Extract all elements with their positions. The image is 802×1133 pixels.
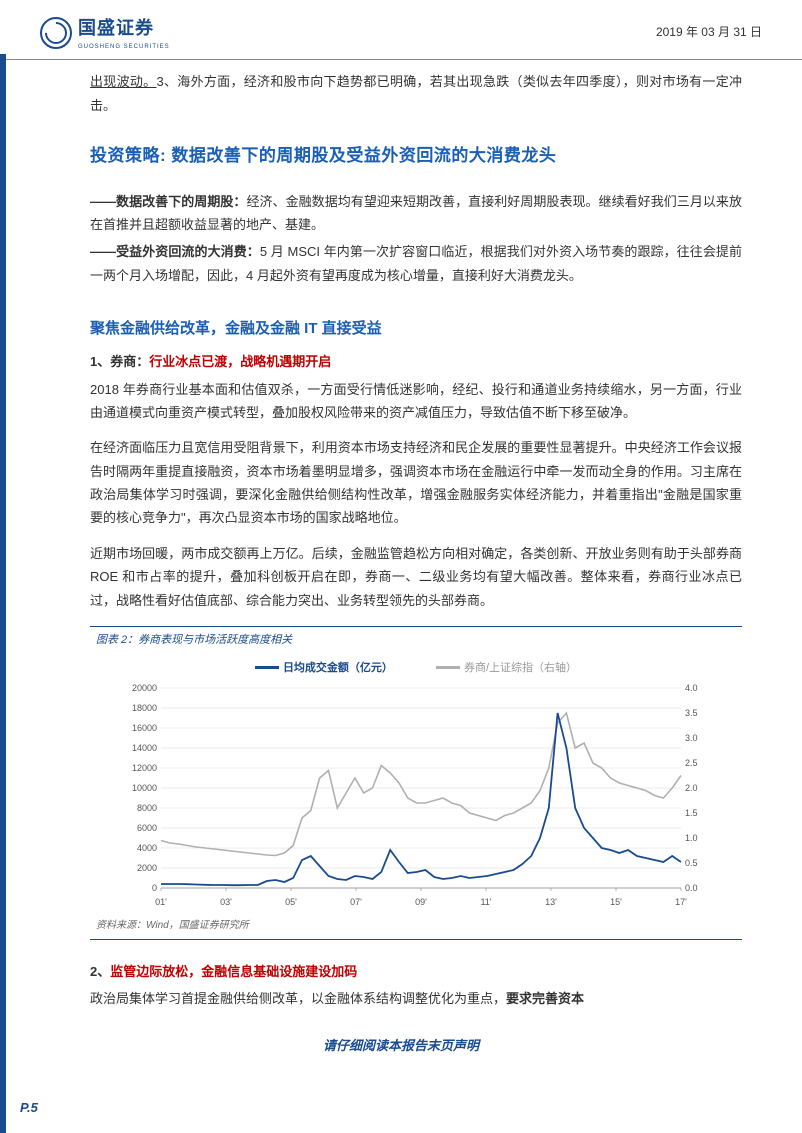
svg-text:2.0: 2.0 — [685, 783, 698, 793]
strategy-para-1: ——数据改善下的周期股：经济、金融数据均有望迎来短期改善，直接利好周期股表现。继… — [90, 190, 742, 237]
svg-text:16000: 16000 — [132, 723, 157, 733]
svg-text:3.0: 3.0 — [685, 733, 698, 743]
legend-label-1: 日均成交金额（亿元） — [283, 662, 393, 674]
strategy-para-2: ——受益外资回流的大消费：5 月 MSCI 年内第一次扩容窗口临近，根据我们对外… — [90, 240, 742, 287]
svg-text:8000: 8000 — [137, 803, 157, 813]
svg-text:18000: 18000 — [132, 703, 157, 713]
company-name-en: GUOSHENG SECURITIES — [78, 42, 170, 53]
subsection-2-heading: 2、监管边际放松，金融信息基础设施建设加码 — [90, 960, 742, 983]
line-chart: 0 2000 4000 6000 8000 10000 12000 14000 16000 180… — [100, 683, 732, 913]
svg-text:6000: 6000 — [137, 823, 157, 833]
chart-legend: 日均成交金额（亿元） 券商/上证综指（右轴） — [100, 659, 732, 679]
svg-text:09': 09' — [415, 897, 427, 907]
svg-text:3.5: 3.5 — [685, 708, 698, 718]
intro-paragraph: 出现波动。3、海外方面，经济和股市向下趋势都已明确，若其出现急跌（类似去年四季度… — [90, 70, 742, 117]
chart-container: 日均成交金额（亿元） 券商/上证综指（右轴） 0 2000 4000 6000 8000… — [90, 653, 742, 915]
svg-text:0.5: 0.5 — [685, 858, 698, 868]
svg-text:2.5: 2.5 — [685, 758, 698, 768]
svg-text:13': 13' — [545, 897, 557, 907]
svg-text:11': 11' — [480, 897, 491, 907]
svg-text:07': 07' — [350, 897, 362, 907]
subsection-1-para-3: 近期市场回暖，两市成交额再上万亿。后续，金融监管趋松方向相对确定，各类创新、开放… — [90, 542, 742, 612]
company-name-cn: 国盛证券 — [78, 18, 154, 38]
svg-text:4000: 4000 — [137, 843, 157, 853]
svg-text:0.0: 0.0 — [685, 883, 698, 893]
svg-text:1.5: 1.5 — [685, 808, 698, 818]
chart-title: 图表 2：券商表现与市场活跃度高度相关 — [90, 626, 742, 653]
svg-text:12000: 12000 — [132, 763, 157, 773]
svg-text:1.0: 1.0 — [685, 833, 698, 843]
chart-source: 资料来源：Wind，国盛证券研究所 — [90, 915, 742, 940]
svg-text:14000: 14000 — [132, 743, 157, 753]
section-heading-finance-reform: 聚焦金融供给改革，金融及金融 IT 直接受益 — [90, 315, 742, 342]
legend-swatch-2 — [436, 666, 460, 669]
subsection-1-para-1: 2018 年券商行业基本面和估值双杀，一方面受行情低迷影响，经纪、投行和通道业务… — [90, 378, 742, 425]
svg-text:03': 03' — [220, 897, 232, 907]
logo-icon — [40, 17, 72, 49]
page-footer-notice: 请仔细阅读本报告末页声明 — [0, 1024, 802, 1073]
company-logo: 国盛证券 GUOSHENG SECURITIES — [40, 12, 170, 53]
page-header: 国盛证券 GUOSHENG SECURITIES 2019 年 03 月 31 … — [0, 0, 802, 60]
report-date: 2019 年 03 月 31 日 — [656, 22, 762, 44]
svg-text:4.0: 4.0 — [685, 683, 698, 693]
page-number: P.5 — [20, 1096, 38, 1119]
subsection-1-para-2: 在经济面临压力且宽信用受阻背景下，利用资本市场支持经济和民企发展的重要性显著提升… — [90, 436, 742, 530]
svg-text:17': 17' — [675, 897, 687, 907]
subsection-2-para-1: 政治局集体学习首提金融供给侧改革，以金融体系结构调整优化为重点，要求完善资本 — [90, 987, 742, 1010]
section-heading-strategy: 投资策略: 数据改善下的周期股及受益外资回流的大消费龙头 — [90, 141, 742, 172]
svg-text:2000: 2000 — [137, 863, 157, 873]
svg-text:10000: 10000 — [132, 783, 157, 793]
svg-text:15': 15' — [610, 897, 622, 907]
subsection-1-heading: 1、券商：行业冰点已渡，战略机遇期开启 — [90, 350, 742, 373]
svg-text:05': 05' — [285, 897, 297, 907]
svg-text:0: 0 — [152, 883, 157, 893]
legend-label-2: 券商/上证综指（右轴） — [464, 662, 577, 674]
svg-text:20000: 20000 — [132, 683, 157, 693]
svg-text:01': 01' — [155, 897, 167, 907]
legend-swatch-1 — [255, 666, 279, 669]
